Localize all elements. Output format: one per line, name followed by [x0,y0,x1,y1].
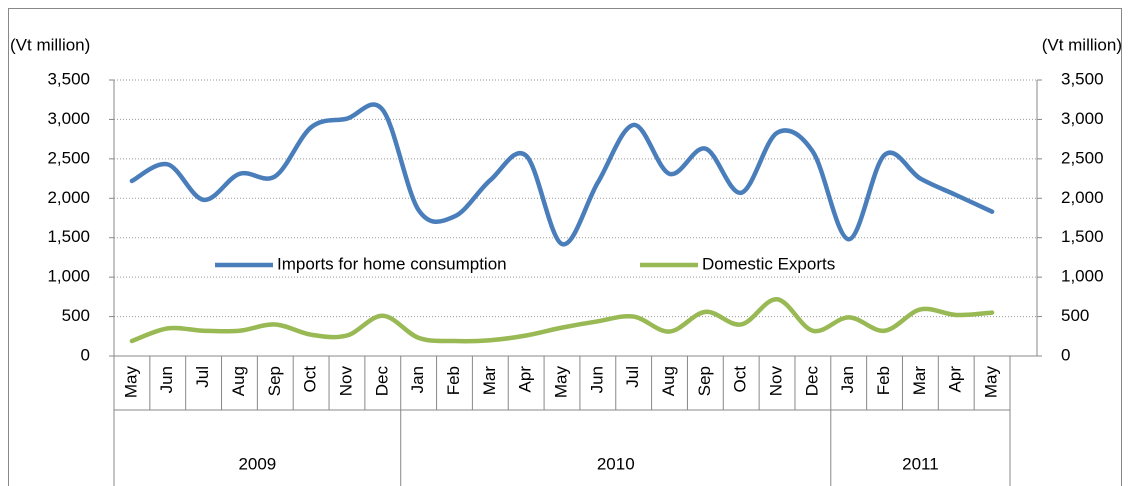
x-tick-label: Mar [910,366,929,396]
legend-label: Domestic Exports [702,254,835,273]
x-tick-label: Dec [372,366,391,397]
x-tick-label: Feb [874,366,893,395]
group-label: 2009 [238,454,276,473]
y-tick-label: 500 [62,306,90,325]
series-line [129,296,995,344]
y2-tick-label: 3,000 [1061,109,1104,128]
y-tick-label: 0 [81,345,90,364]
y-axis-label: (Vt million) [10,35,90,54]
y-tick-label: 2,000 [47,188,90,207]
y2-axis-label: (Vt million) [1042,35,1122,54]
x-tick-label: Aug [229,366,248,396]
y2-tick-label: 2,500 [1061,148,1104,167]
x-tick-label: May [121,366,140,399]
series-line [129,102,995,247]
x-tick-label: Sep [695,366,714,396]
y2-tick-label: 3,500 [1061,69,1104,88]
chart-frame [8,8,1122,486]
y2-tick-label: 0 [1061,345,1070,364]
x-tick-label: Feb [444,366,463,395]
x-tick-label: Sep [265,366,284,396]
group-label: 2010 [597,454,635,473]
x-tick-label: Apr [946,366,965,393]
x-tick-label: Apr [516,366,535,393]
group-label: 2011 [902,454,939,473]
y-tick-label: 3,000 [47,109,90,128]
y2-tick-label: 2,000 [1061,188,1104,207]
x-tick-label: Nov [336,366,355,397]
y-tick-label: 1,000 [47,267,90,286]
x-tick-label: Aug [659,366,678,396]
y2-tick-label: 1,000 [1061,267,1104,286]
x-tick-label: Jun [157,366,176,393]
x-tick-label: Nov [767,366,786,397]
x-tick-label: May [982,366,1001,399]
y-tick-label: 2,500 [47,148,90,167]
y2-tick-label: 500 [1061,306,1089,325]
legend-label: Imports for home consumption [277,254,507,273]
x-tick-label: Mar [480,366,499,396]
x-tick-label: Oct [731,366,750,393]
x-tick-label: Jan [408,366,427,393]
x-tick-label: Dec [802,366,821,397]
x-tick-label: May [551,366,570,399]
y-tick-label: 3,500 [47,69,90,88]
y2-tick-label: 1,500 [1061,227,1104,246]
x-tick-label: Jan [838,366,857,393]
y-tick-label: 1,500 [47,227,90,246]
x-tick-label: Jul [623,366,642,388]
x-tick-label: Oct [301,366,320,393]
x-tick-label: Jun [587,366,606,393]
x-tick-label: Jul [193,366,212,388]
